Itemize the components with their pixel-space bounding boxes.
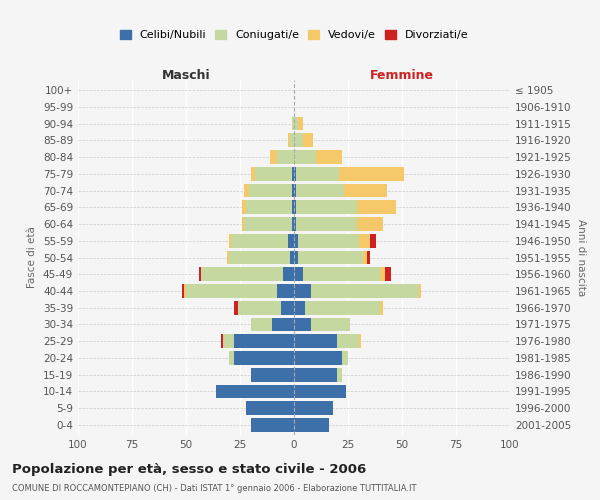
Text: Popolazione per età, sesso e stato civile - 2006: Popolazione per età, sesso e stato civil…: [12, 462, 366, 475]
Bar: [305, 301, 380, 314]
Bar: [296, 217, 356, 231]
Bar: [294, 268, 302, 281]
Bar: [294, 150, 316, 164]
Bar: [356, 217, 383, 231]
Bar: [316, 150, 341, 164]
Bar: [244, 184, 248, 198]
Bar: [281, 301, 294, 314]
Bar: [294, 384, 346, 398]
Bar: [227, 250, 229, 264]
Bar: [294, 334, 337, 348]
Bar: [341, 351, 348, 365]
Bar: [287, 134, 290, 147]
Bar: [238, 301, 281, 314]
Bar: [340, 167, 404, 180]
Bar: [363, 250, 367, 264]
Bar: [270, 150, 277, 164]
Bar: [298, 250, 363, 264]
Bar: [292, 167, 294, 180]
Bar: [294, 250, 298, 264]
Bar: [229, 250, 290, 264]
Bar: [201, 268, 283, 281]
Legend: Celibi/Nubili, Coniugati/e, Vedovi/e, Divorziati/e: Celibi/Nubili, Coniugati/e, Vedovi/e, Di…: [115, 25, 473, 44]
Bar: [380, 301, 383, 314]
Bar: [294, 200, 296, 214]
Bar: [380, 268, 385, 281]
Bar: [356, 200, 395, 214]
Bar: [290, 134, 294, 147]
Bar: [294, 368, 337, 382]
Bar: [311, 284, 419, 298]
Bar: [229, 351, 233, 365]
Bar: [294, 284, 311, 298]
Bar: [337, 368, 341, 382]
Bar: [255, 167, 292, 180]
Bar: [251, 368, 294, 382]
Bar: [298, 116, 302, 130]
Bar: [367, 250, 370, 264]
Bar: [233, 351, 294, 365]
Bar: [385, 268, 391, 281]
Bar: [233, 334, 294, 348]
Bar: [370, 234, 376, 247]
Bar: [251, 167, 255, 180]
Bar: [298, 234, 359, 247]
Bar: [294, 234, 298, 247]
Bar: [242, 217, 244, 231]
Bar: [233, 301, 238, 314]
Text: Femmine: Femmine: [370, 68, 434, 82]
Y-axis label: Anni di nascita: Anni di nascita: [575, 219, 586, 296]
Bar: [302, 268, 380, 281]
Bar: [216, 384, 294, 398]
Bar: [292, 184, 294, 198]
Bar: [232, 234, 287, 247]
Bar: [294, 301, 305, 314]
Bar: [294, 167, 296, 180]
Bar: [292, 116, 294, 130]
Bar: [296, 200, 356, 214]
Bar: [290, 250, 294, 264]
Bar: [223, 334, 233, 348]
Bar: [272, 318, 294, 332]
Bar: [344, 184, 387, 198]
Bar: [292, 200, 294, 214]
Bar: [247, 402, 294, 415]
Bar: [247, 200, 292, 214]
Bar: [359, 234, 370, 247]
Bar: [294, 351, 341, 365]
Bar: [251, 418, 294, 432]
Bar: [294, 184, 296, 198]
Bar: [277, 150, 294, 164]
Bar: [242, 200, 247, 214]
Bar: [311, 318, 350, 332]
Bar: [302, 134, 313, 147]
Bar: [337, 334, 359, 348]
Y-axis label: Fasce di età: Fasce di età: [28, 226, 37, 288]
Bar: [251, 318, 272, 332]
Text: COMUNE DI ROCCAMONTEPIANO (CH) - Dati ISTAT 1° gennaio 2006 - Elaborazione TUTTI: COMUNE DI ROCCAMONTEPIANO (CH) - Dati IS…: [12, 484, 416, 493]
Bar: [244, 217, 292, 231]
Bar: [359, 334, 361, 348]
Bar: [294, 134, 302, 147]
Bar: [283, 268, 294, 281]
Bar: [294, 116, 298, 130]
Bar: [419, 284, 421, 298]
Bar: [287, 234, 294, 247]
Bar: [292, 217, 294, 231]
Bar: [296, 167, 340, 180]
Bar: [229, 234, 232, 247]
Bar: [199, 268, 201, 281]
Bar: [182, 284, 184, 298]
Bar: [277, 284, 294, 298]
Bar: [186, 284, 277, 298]
Bar: [294, 418, 329, 432]
Bar: [296, 184, 344, 198]
Bar: [294, 318, 311, 332]
Text: Maschi: Maschi: [161, 68, 211, 82]
Bar: [294, 402, 333, 415]
Bar: [184, 284, 186, 298]
Bar: [294, 217, 296, 231]
Bar: [221, 334, 223, 348]
Bar: [248, 184, 292, 198]
